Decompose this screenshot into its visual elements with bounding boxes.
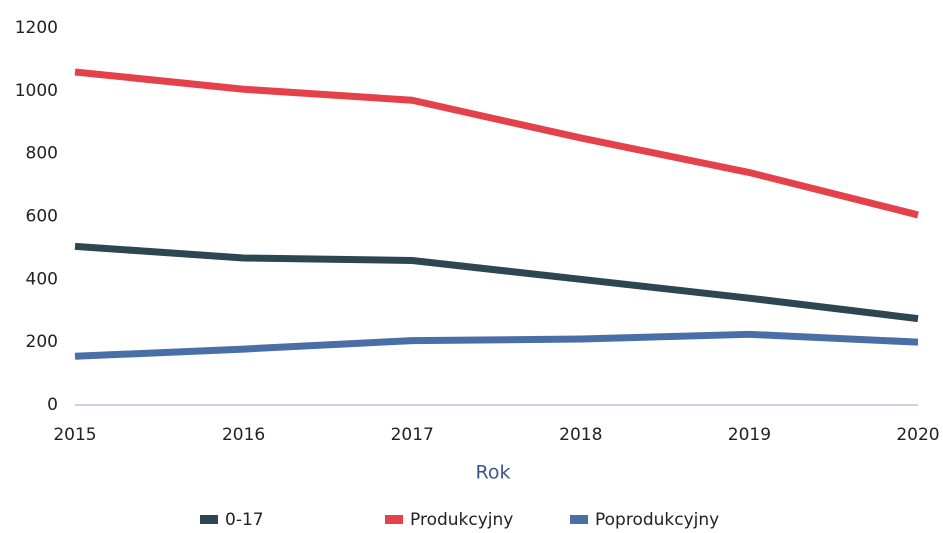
x-tick-label: 2018: [559, 425, 602, 445]
y-tick-label: 600: [26, 207, 58, 227]
legend-swatch: [570, 515, 588, 524]
series-line: [74, 68, 919, 219]
legend-swatch: [200, 515, 218, 524]
series-line: [74, 330, 919, 360]
x-tick-label: 2016: [222, 425, 265, 445]
y-tick-label: 1200: [15, 18, 58, 38]
y-tick-label: 0: [47, 395, 58, 415]
x-tick-label: 2015: [53, 425, 96, 445]
x-tick-label: 2017: [391, 425, 434, 445]
series-line: [74, 242, 919, 323]
y-tick-label: 1000: [15, 81, 58, 101]
y-tick-label: 400: [26, 269, 58, 289]
legend-swatch: [385, 515, 403, 524]
legend-label: 0-17: [225, 510, 264, 530]
legend-label: Produkcyjny: [410, 510, 513, 530]
y-tick-label: 200: [26, 332, 58, 352]
x-tick-label: 2020: [896, 425, 939, 445]
x-axis-label: Rok: [476, 462, 511, 484]
legend-label: Poprodukcyjny: [595, 510, 719, 530]
x-tick-label: 2019: [728, 425, 771, 445]
y-tick-label: 800: [26, 144, 58, 164]
